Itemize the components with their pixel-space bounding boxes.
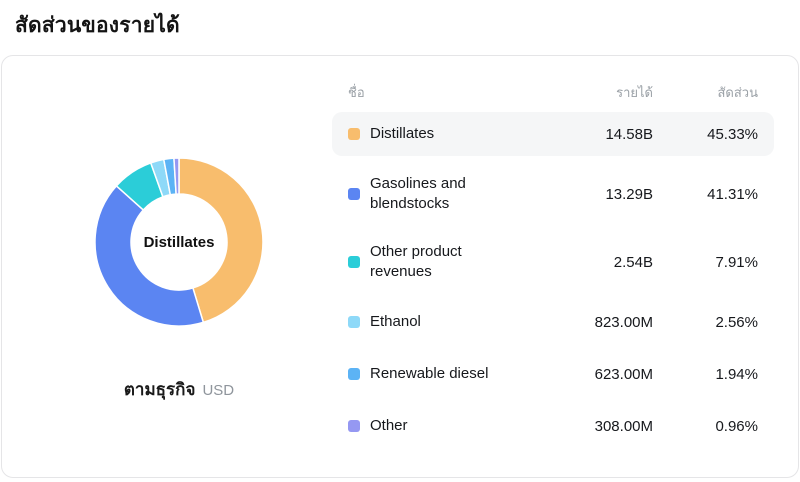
header-share: สัดส่วน — [717, 84, 759, 100]
donut-slice-1[interactable] — [94, 184, 205, 327]
header-name: ชื่อ — [348, 84, 365, 100]
legend-swatch — [348, 256, 360, 268]
row-revenue: 14.58B — [605, 125, 653, 143]
legend-swatch — [348, 420, 360, 432]
chart-column: Distillates ตามธุรกิจ USD — [2, 56, 332, 477]
page-title: สัดส่วนของรายได้ — [15, 14, 180, 37]
row-share: 1.94% — [715, 365, 758, 383]
donut-slice-5[interactable] — [173, 157, 180, 195]
table-row-other-product-revenues[interactable]: Other product revenues 2.54B 7.91% — [332, 232, 774, 292]
row-name: Distillates — [370, 125, 435, 142]
donut-chart-svg[interactable] — [79, 142, 279, 342]
row-share: 45.33% — [707, 125, 758, 143]
breakdown-table: ชื่อ รายได้ สัดส่วน Distillates 14.58B 4… — [332, 56, 774, 477]
chart-footer: ตามธุรกิจ USD — [124, 376, 234, 403]
table-row-gasolines[interactable]: Gasolines and blendstocks 13.29B 41.31% — [332, 164, 774, 224]
table-header: ชื่อ รายได้ สัดส่วน — [332, 76, 774, 108]
row-share: 41.31% — [707, 185, 758, 203]
table-row-ethanol[interactable]: Ethanol 823.00M 2.56% — [332, 300, 774, 344]
chart-footer-label: ตามธุรกิจ — [123, 380, 196, 399]
row-name: Gasolines and blendstocks — [370, 175, 466, 212]
legend-swatch — [348, 128, 360, 140]
row-share: 2.56% — [715, 313, 758, 331]
row-share: 7.91% — [715, 253, 758, 271]
row-revenue: 13.29B — [605, 185, 653, 203]
table-row-other[interactable]: Other 308.00M 0.96% — [332, 404, 774, 448]
header-revenue: รายได้ — [616, 84, 653, 100]
donut-chart: Distillates — [79, 142, 279, 342]
table-row-distillates[interactable]: Distillates 14.58B 45.33% — [332, 112, 774, 156]
row-name: Other — [370, 417, 408, 434]
revenue-breakdown-card: Distillates ตามธุรกิจ USD ชื่อ รายได้ สั… — [1, 55, 799, 478]
legend-swatch — [348, 368, 360, 380]
row-name: Other product revenues — [370, 243, 462, 280]
legend-swatch — [348, 316, 360, 328]
row-revenue: 823.00M — [594, 313, 653, 331]
row-share: 0.96% — [715, 417, 758, 435]
row-revenue: 308.00M — [594, 417, 653, 435]
donut-slice-0[interactable] — [178, 157, 264, 324]
table-row-renewable-diesel[interactable]: Renewable diesel 623.00M 1.94% — [332, 352, 774, 396]
row-name: Renewable diesel — [370, 365, 489, 382]
row-revenue: 2.54B — [613, 253, 653, 271]
chart-footer-unit: USD — [202, 382, 235, 399]
legend-swatch — [348, 188, 360, 200]
row-revenue: 623.00M — [594, 365, 653, 383]
row-name: Ethanol — [370, 313, 421, 330]
